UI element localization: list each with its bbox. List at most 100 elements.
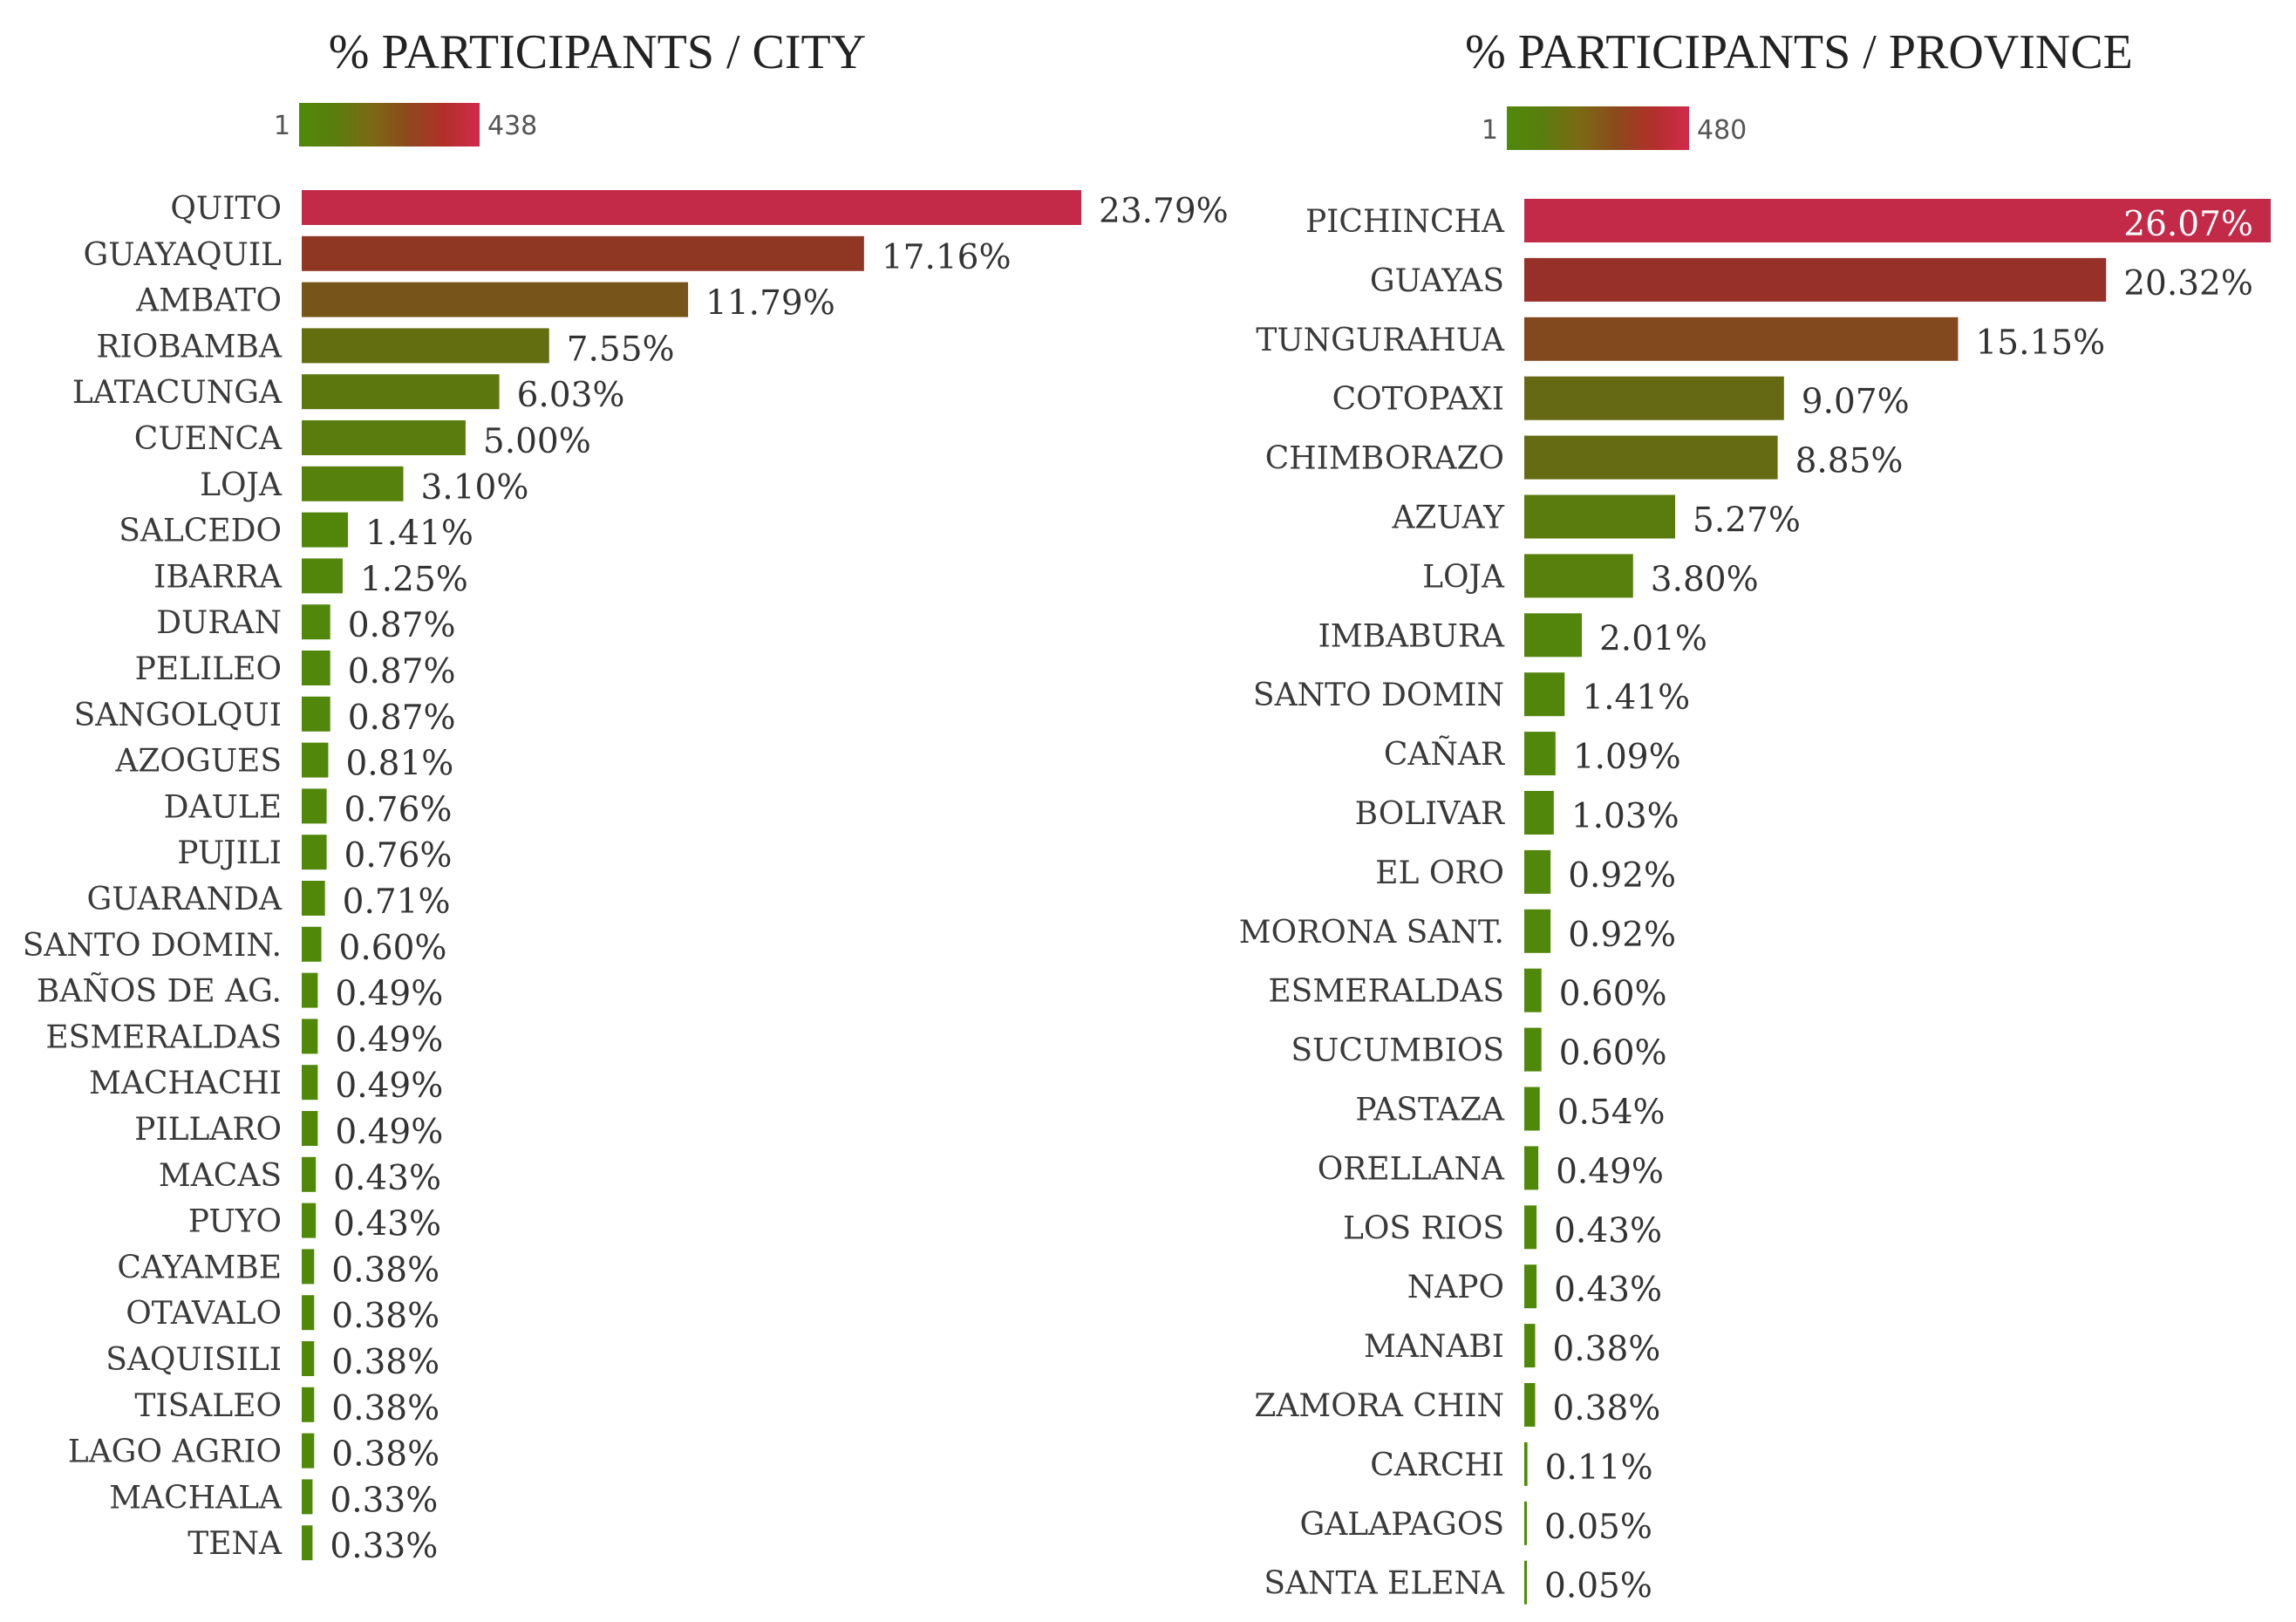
city-category-label: PUYO — [188, 1204, 282, 1240]
province-category-label: SUCUMBIOS — [1291, 1033, 1504, 1069]
city-bar — [302, 558, 343, 594]
city-value-label: 0.43% — [333, 1205, 441, 1244]
city-category-label: DAULE — [164, 789, 282, 825]
city-category-label: ESMERALDAS — [45, 1019, 282, 1055]
city-bar-row: DAULE 0.76% — [164, 788, 452, 829]
province-bar — [1524, 1027, 1542, 1072]
province-bar-row: SANTA ELENA 0.05% — [1264, 1560, 1652, 1606]
city-bar — [302, 420, 466, 455]
province-category-label: ESMERALDAS — [1268, 974, 1504, 1010]
city-bar — [302, 604, 330, 640]
city-bar — [302, 374, 500, 410]
city-bar-row: TENA 0.33% — [187, 1525, 438, 1566]
province-bar-row: MORONA SANT. 0.92% — [1239, 909, 1676, 955]
city-category-label: SANGOLQUI — [74, 698, 282, 733]
city-legend-min: 1 — [274, 111, 290, 141]
city-bar — [302, 926, 322, 962]
city-value-label: 0.38% — [331, 1389, 439, 1428]
province-bar — [1524, 791, 1554, 835]
city-category-label: MACHACHI — [89, 1066, 282, 1101]
city-value-label: 0.38% — [331, 1251, 439, 1290]
province-bar-row: ESMERALDAS 0.60% — [1268, 968, 1667, 1014]
province-value-label: 20.32% — [2123, 264, 2253, 303]
province-bar-row: ZAMORA CHIN 0.38% — [1254, 1383, 1660, 1428]
province-legend-gradient — [1507, 106, 1689, 150]
city-value-label: 7.55% — [567, 330, 675, 369]
province-bar — [1524, 317, 1959, 361]
province-bar-row: EL ORO 0.92% — [1375, 849, 1676, 896]
province-bar-row: TUNGURAHUA 15.15% — [1256, 317, 2105, 363]
city-bar-row: LAGO AGRIO 0.38% — [68, 1433, 439, 1475]
city-category-label: SAQUISILI — [106, 1342, 282, 1378]
city-legend: 1 438 — [274, 103, 537, 147]
province-bar-row: GALAPAGOS 0.05% — [1299, 1501, 1652, 1547]
province-category-label: COTOPAXI — [1332, 382, 1504, 418]
province-bar — [1524, 257, 2107, 302]
city-category-label: QUITO — [170, 191, 282, 227]
city-bar — [302, 1525, 313, 1561]
province-value-label: 0.38% — [1552, 1389, 1660, 1428]
city-bar — [302, 282, 689, 317]
province-bar-row: GUAYAS 20.32% — [1370, 257, 2253, 303]
city-bar-row: BAÑOS DE AG. 0.49% — [37, 972, 443, 1014]
city-category-label: RIOBAMBA — [96, 329, 283, 365]
province-category-label: LOS RIOS — [1343, 1210, 1504, 1246]
city-category-label: PELILEO — [135, 651, 282, 687]
province-category-label: GALAPAGOS — [1299, 1507, 1504, 1543]
city-category-label: TISALEO — [134, 1388, 282, 1424]
province-bar — [1524, 732, 1556, 776]
province-bar-row: NAPO 0.43% — [1407, 1264, 1662, 1310]
city-value-label: 0.38% — [331, 1435, 439, 1475]
city-category-label: LOJA — [200, 467, 283, 503]
city-category-label: CAYAMBE — [117, 1250, 282, 1285]
province-category-label: IMBABURA — [1318, 618, 1505, 654]
province-value-label: 0.43% — [1554, 1271, 1662, 1310]
province-bar-row: LOS RIOS 0.43% — [1343, 1205, 1662, 1251]
city-bar — [302, 1111, 318, 1146]
province-value-label: 1.03% — [1571, 797, 1679, 836]
province-value-label: 2.01% — [1599, 619, 1707, 658]
province-bar — [1524, 849, 1551, 894]
city-bar — [302, 788, 327, 824]
province-bar — [1524, 1560, 1527, 1605]
city-category-label: TENA — [187, 1526, 283, 1562]
city-category-label: MACHALA — [109, 1480, 283, 1516]
city-chart-title: % PARTICIPANTS / CITY — [329, 25, 866, 79]
city-category-label: BAÑOS DE AG. — [37, 973, 282, 1010]
province-category-label: ORELLANA — [1318, 1151, 1505, 1187]
city-bar — [302, 466, 404, 501]
province-bar — [1524, 909, 1551, 953]
city-bar — [302, 1156, 317, 1192]
province-category-label: CARCHI — [1370, 1448, 1504, 1483]
province-chart: % PARTICIPANTS / PROVINCE 1 480 PICHINCH… — [1239, 25, 2271, 1606]
city-bar — [302, 328, 549, 364]
city-bars: QUITO 23.79% GUAYAQUIL 17.16% AMBATO 11.79% RI… — [23, 190, 1229, 1566]
city-bar — [302, 1479, 313, 1515]
province-category-label: GUAYAS — [1370, 263, 1504, 299]
city-bar-row: AMBATO 11.79% — [135, 282, 835, 324]
city-bar-row: PUJILI 0.76% — [177, 835, 452, 876]
province-bar — [1524, 1205, 1537, 1250]
city-legend-gradient — [299, 103, 480, 147]
city-bar — [302, 881, 325, 916]
province-value-label: 0.49% — [1556, 1152, 1664, 1191]
province-value-label: 0.60% — [1559, 1034, 1667, 1073]
province-value-label: 5.27% — [1693, 501, 1801, 541]
city-bar-row: CUENCA 5.00% — [134, 420, 591, 461]
province-bar — [1524, 968, 1542, 1012]
city-category-label: SANTO DOMIN. — [23, 928, 282, 964]
province-value-label: 26.07% — [2123, 205, 2253, 244]
city-bar-row: RIOBAMBA 7.55% — [96, 328, 675, 369]
city-value-label: 23.79% — [1099, 192, 1229, 231]
province-value-label: 1.09% — [1573, 738, 1681, 777]
city-category-label: AZOGUES — [114, 744, 282, 780]
province-value-label: 0.92% — [1568, 916, 1676, 955]
province-bar-row: CAÑAR 1.09% — [1384, 732, 1681, 777]
city-category-label: GUARANDA — [87, 882, 283, 917]
city-bar — [302, 972, 318, 1008]
province-category-label: PASTAZA — [1355, 1093, 1505, 1128]
city-value-label: 0.33% — [330, 1527, 438, 1566]
city-value-label: 0.87% — [348, 606, 456, 645]
city-category-label: LATACUNGA — [72, 375, 283, 411]
province-chart-title: % PARTICIPANTS / PROVINCE — [1465, 25, 2133, 79]
